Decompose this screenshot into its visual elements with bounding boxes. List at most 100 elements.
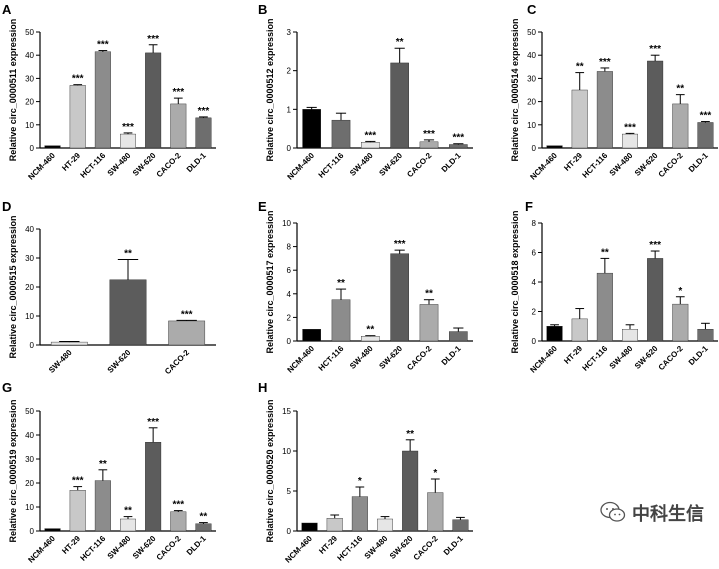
significance-label: *: [358, 476, 362, 487]
bar: [94, 51, 111, 149]
bar: [351, 496, 368, 532]
x-tick-label: CACO-2: [163, 348, 191, 376]
y-axis-label: Relative circ_0000517 expression: [265, 210, 275, 353]
x-tick-label: SW-620: [377, 151, 404, 178]
y-tick-label: 20: [25, 479, 34, 488]
y-tick-label: 2: [287, 313, 292, 322]
x-tick-label: DLD-1: [687, 151, 710, 174]
x-tick-label: NCM-460: [528, 344, 559, 375]
y-tick-label: 10: [527, 121, 536, 130]
x-tick-label: HT-29: [60, 534, 82, 556]
x-tick-label: DLD-1: [185, 534, 208, 557]
panel-letter: H: [258, 380, 267, 395]
significance-label: **: [99, 459, 107, 470]
bar: [596, 272, 613, 342]
significance-label: ***: [147, 417, 159, 428]
x-tick-label: SW-480: [106, 151, 133, 178]
bar: [622, 329, 638, 342]
significance-label: **: [406, 429, 414, 440]
y-axis-label: Relative circ_0000518 expression: [510, 210, 520, 353]
bar: [50, 341, 88, 346]
bar: [647, 258, 664, 342]
bar: [94, 480, 111, 532]
x-tick-label: SW-620: [131, 151, 158, 178]
x-tick-label: CACO-2: [657, 151, 685, 179]
x-tick-label: HT-29: [60, 151, 82, 173]
x-tick-label: SW-480: [348, 344, 375, 371]
panel-A: A 0 10 20 30 40 50 Relative circ_0000511 expres…: [2, 2, 216, 182]
bar: [195, 523, 212, 532]
bar: [672, 103, 689, 149]
panel-B: B 0 1 2 3 Relative circ_0000512 expression NCM…: [258, 2, 473, 182]
x-tick-label: DLD-1: [687, 344, 710, 367]
bar: [402, 450, 419, 532]
panel-letter: G: [2, 380, 12, 395]
significance-label: ***: [649, 240, 661, 251]
bar: [69, 85, 86, 149]
panel-F: F 0 2 4 6 8 Relative circ_0000518 expression NC…: [510, 199, 718, 375]
x-tick-label: HCT-116: [79, 151, 108, 180]
y-tick-label: 6: [287, 266, 292, 275]
bar: [419, 304, 439, 342]
bar: [326, 518, 343, 532]
bar: [390, 62, 409, 149]
bar: [377, 518, 393, 532]
y-tick-label: 40: [25, 225, 34, 234]
panel-letter: D: [2, 199, 11, 214]
y-tick-label: 50: [25, 407, 34, 416]
significance-label: ***: [624, 122, 636, 133]
x-tick-label: NCM-460: [26, 534, 57, 565]
significance-label: **: [200, 512, 208, 523]
y-tick-label: 0: [287, 144, 292, 153]
x-tick-label: SW-480: [608, 344, 635, 371]
significance-label: ***: [423, 129, 435, 140]
x-tick-label: SW-480: [608, 151, 635, 178]
bar: [697, 122, 714, 149]
x-tick-label: CACO-2: [405, 344, 433, 372]
y-tick-label: 3: [287, 28, 292, 37]
significance-label: **: [337, 278, 345, 289]
bar: [302, 109, 321, 149]
x-tick-label: HCT-116: [317, 344, 346, 373]
bar: [546, 326, 563, 342]
significance-label: ***: [72, 476, 84, 487]
bar: [571, 89, 588, 149]
y-tick-label: 20: [25, 283, 34, 292]
x-tick-label: HCT-116: [317, 151, 346, 180]
bar: [331, 119, 351, 149]
bar: [647, 60, 664, 149]
bar: [44, 528, 61, 532]
bar: [331, 299, 351, 342]
y-tick-label: 2: [287, 67, 292, 76]
y-tick-label: 0: [30, 144, 35, 153]
bar: [145, 52, 162, 149]
x-tick-label: SW-620: [633, 344, 660, 371]
x-tick-label: SW-620: [633, 151, 660, 178]
y-tick-label: 4: [532, 278, 537, 287]
y-tick-label: 20: [25, 98, 34, 107]
panel-C: C 0 10 20 30 40 50 Relative circ_0000514 expres…: [510, 2, 718, 182]
x-tick-label: HT-29: [317, 534, 339, 556]
x-tick-label: SW-620: [131, 534, 158, 561]
significance-label: **: [396, 37, 404, 48]
y-axis-label: Relative circ_0000519 expression: [8, 399, 18, 542]
y-tick-label: 40: [25, 51, 34, 60]
panel-H: H 0 5 10 15 Relative circ_0000520 expression N…: [258, 380, 473, 565]
x-tick-label: NCM-460: [283, 534, 314, 565]
x-tick-label: DLD-1: [185, 151, 208, 174]
panel-letter: C: [527, 2, 537, 17]
y-tick-label: 5: [287, 487, 292, 496]
y-tick-label: 50: [527, 28, 536, 37]
watermark-text: 中科生信: [632, 504, 704, 525]
panel-letter: E: [258, 199, 267, 214]
y-tick-label: 10: [282, 219, 291, 228]
bar: [44, 145, 61, 149]
bar: [419, 141, 439, 149]
y-axis-label: Relative circ_0000520 expression: [265, 399, 275, 542]
x-tick-label: SW-480: [348, 151, 375, 178]
bar: [302, 329, 321, 342]
significance-label: ***: [364, 130, 376, 141]
significance-label: **: [576, 62, 584, 73]
y-tick-label: 8: [287, 243, 292, 252]
